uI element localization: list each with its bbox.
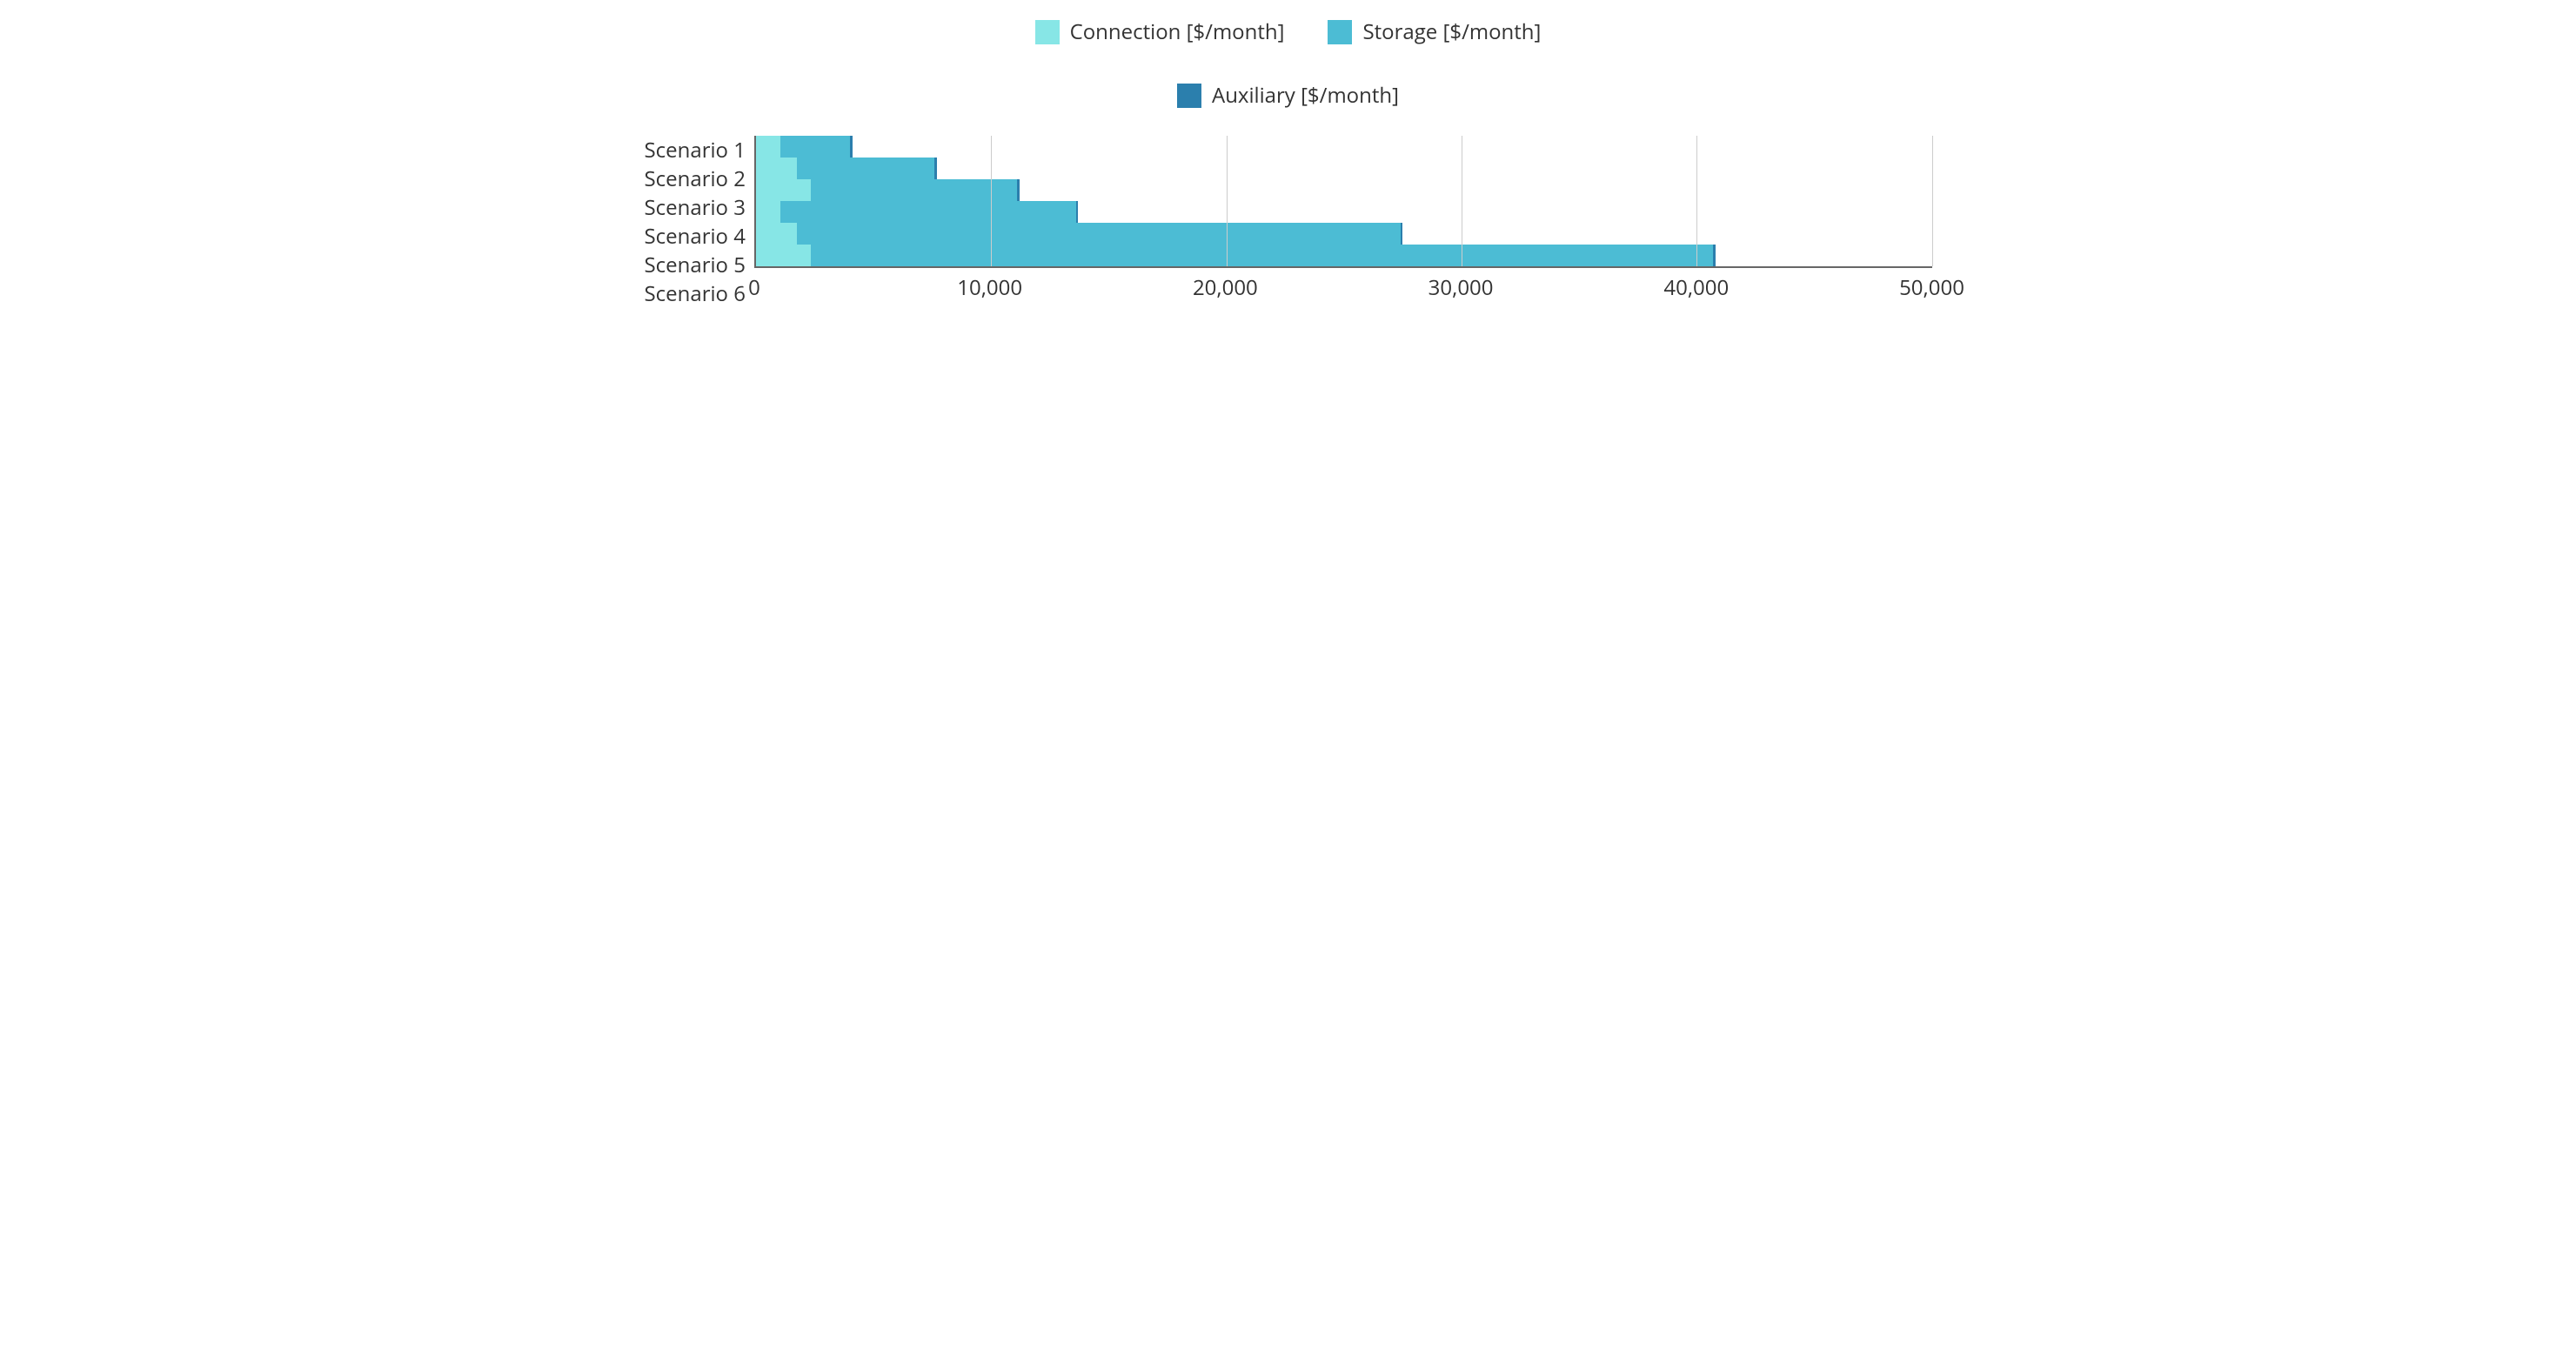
plot-area (754, 136, 1932, 268)
bar-row (756, 223, 1932, 245)
legend-swatch-connection (1035, 20, 1060, 44)
y-axis-label: Scenario 6 (645, 279, 746, 308)
x-axis-labels: 010,00020,00030,00040,00050,000 (754, 273, 1932, 308)
bar-segment-storage (797, 158, 934, 179)
y-axis-label: Scenario 1 (645, 136, 746, 164)
x-axis-tick-label: 50,000 (1899, 273, 1964, 302)
bar-row (756, 136, 1932, 158)
bar-segment-auxiliary (934, 158, 937, 179)
x-axis-tick-label: 30,000 (1429, 273, 1494, 302)
bar-segment-auxiliary (1017, 179, 1020, 201)
x-axis-tick-label: 20,000 (1193, 273, 1258, 302)
legend-item-connection: Connection [$/month] (1035, 17, 1285, 46)
bar-segment-connection (756, 201, 780, 223)
bar-row (756, 158, 1932, 179)
y-axis-label: Scenario 4 (645, 222, 746, 251)
x-axis-tick-label: 10,000 (957, 273, 1022, 302)
legend-item-storage: Storage [$/month] (1328, 17, 1541, 46)
bar-row (756, 179, 1932, 201)
legend-label: Storage [$/month] (1362, 17, 1541, 46)
bar-segment-connection (756, 158, 797, 179)
bar-segment-storage (811, 179, 1017, 201)
gridline (1696, 136, 1697, 266)
y-axis-label: Scenario 5 (645, 251, 746, 279)
x-axis: 010,00020,00030,00040,00050,000 (754, 273, 1932, 308)
bar-segment-connection (756, 223, 797, 245)
legend-item-auxiliary: Auxiliary [$/month] (1177, 81, 1399, 110)
bar-segment-storage (811, 245, 1713, 266)
bar-row (756, 245, 1932, 266)
legend-swatch-storage (1328, 20, 1352, 44)
bar-segment-connection (756, 136, 780, 158)
bar-segment-connection (756, 245, 812, 266)
bars-container (756, 136, 1932, 266)
legend-label: Connection [$/month] (1070, 17, 1285, 46)
gridline (1932, 136, 1933, 266)
legend-label: Auxiliary [$/month] (1212, 81, 1399, 110)
bar-segment-auxiliary (1713, 245, 1716, 266)
x-axis-tick-label: 0 (748, 273, 760, 302)
cost-chart: Connection [$/month] Storage [$/month] Au… (645, 17, 1932, 308)
bar-segment-auxiliary (850, 136, 853, 158)
bar-segment-auxiliary (1401, 223, 1403, 245)
bar-segment-connection (756, 179, 812, 201)
bar-segment-auxiliary (1076, 201, 1079, 223)
bar-segment-storage (780, 136, 850, 158)
bar-segment-storage (797, 223, 1400, 245)
bar-segment-storage (780, 201, 1075, 223)
y-axis-labels: Scenario 1Scenario 2Scenario 3Scenario 4… (645, 136, 754, 308)
x-axis-tick-label: 40,000 (1663, 273, 1729, 302)
bar-row (756, 201, 1932, 223)
legend: Connection [$/month] Storage [$/month] Au… (645, 17, 1932, 110)
y-axis-label: Scenario 3 (645, 193, 746, 222)
y-axis-label: Scenario 2 (645, 164, 746, 193)
gridline (1227, 136, 1228, 266)
gridline (991, 136, 992, 266)
legend-swatch-auxiliary (1177, 84, 1201, 108)
plot: Scenario 1Scenario 2Scenario 3Scenario 4… (645, 136, 1932, 308)
